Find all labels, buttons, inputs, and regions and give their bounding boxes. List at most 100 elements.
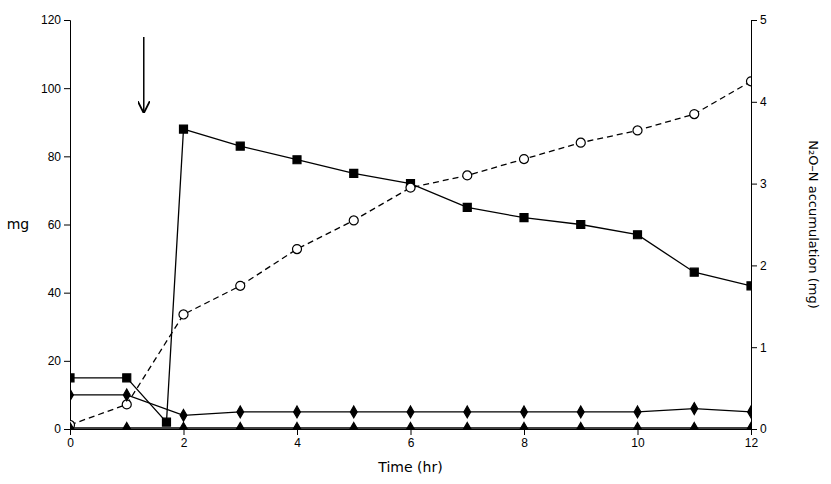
tick: 0 <box>54 422 70 436</box>
tick-label: 60 <box>48 218 62 232</box>
tick: 4 <box>751 95 767 109</box>
tick-mark <box>64 20 70 21</box>
tick-mark <box>64 361 70 362</box>
tick-mark <box>751 347 757 348</box>
tick-mark <box>64 225 70 226</box>
tick-mark <box>751 102 757 103</box>
point <box>746 422 751 429</box>
point <box>349 216 358 225</box>
point <box>180 125 188 133</box>
tick-label: 80 <box>48 150 62 164</box>
point <box>519 155 528 164</box>
y2-axis: 0 1 2 3 4 5 <box>751 13 767 436</box>
tick: 0 <box>67 429 74 450</box>
tick: 100 <box>41 82 70 96</box>
series <box>70 77 751 429</box>
point <box>519 422 529 429</box>
point <box>350 169 358 177</box>
point <box>576 422 586 429</box>
tick: 8 <box>521 429 528 450</box>
point <box>463 203 471 211</box>
point <box>294 406 301 418</box>
point <box>464 406 471 418</box>
point <box>748 406 751 418</box>
point <box>463 171 472 180</box>
point <box>237 406 244 418</box>
tick: 10 <box>631 429 645 450</box>
tick-label: 2 <box>181 436 188 450</box>
point <box>123 374 131 382</box>
tick: 4 <box>294 429 301 450</box>
tick-label: 10 <box>631 436 645 450</box>
tick: 2 <box>751 259 767 273</box>
tick: 3 <box>751 177 767 191</box>
tick-mark <box>184 429 185 435</box>
tick-label: 2 <box>760 259 767 273</box>
tick-label: 4 <box>294 436 301 450</box>
point <box>520 214 528 222</box>
y-axis: 0 20 40 60 80 100 120 <box>41 13 71 436</box>
point <box>292 422 302 429</box>
point <box>576 138 585 147</box>
tick: 5 <box>751 13 767 27</box>
tick-mark <box>751 265 757 266</box>
tick-label: 120 <box>41 13 61 27</box>
tick-label: 4 <box>760 95 767 109</box>
point <box>179 310 188 319</box>
x-axis-title: Time (hr) <box>377 459 442 475</box>
point <box>235 422 245 429</box>
tick-mark <box>64 88 70 89</box>
point <box>406 422 416 429</box>
point <box>179 422 189 429</box>
tick: 1 <box>751 341 767 355</box>
point <box>162 418 170 426</box>
point <box>633 126 642 135</box>
y-axis-title: mg <box>7 216 30 232</box>
tick: 20 <box>48 354 70 368</box>
point <box>746 77 751 86</box>
point <box>123 389 130 401</box>
point <box>236 281 245 290</box>
tick-mark <box>64 156 70 157</box>
tick-mark <box>751 20 757 21</box>
arrow <box>143 37 145 112</box>
point <box>122 422 132 429</box>
tick-label: 1 <box>760 341 767 355</box>
tick: 40 <box>48 286 70 300</box>
tick-mark <box>751 184 757 185</box>
x-axis-line <box>71 430 752 436</box>
point <box>691 403 698 415</box>
tick-label: 20 <box>48 354 62 368</box>
plot-area <box>70 37 751 429</box>
tick: 0 <box>751 422 767 436</box>
point <box>293 156 301 164</box>
point <box>577 221 585 229</box>
tick-mark <box>297 429 298 435</box>
tick-label: 40 <box>48 286 62 300</box>
point <box>634 231 642 239</box>
point <box>406 183 415 192</box>
tick-label: 8 <box>521 436 528 450</box>
point <box>349 422 359 429</box>
tick-label: 0 <box>54 422 61 436</box>
point <box>70 389 73 401</box>
tick-label: 0 <box>67 436 74 450</box>
tick-label: 100 <box>41 82 61 96</box>
tick-label: 12 <box>745 436 759 450</box>
series <box>70 389 751 421</box>
point <box>689 422 699 429</box>
tick-label: 3 <box>760 177 767 191</box>
point <box>236 142 244 150</box>
tick-mark <box>638 429 639 435</box>
series-line <box>70 81 751 425</box>
x-axis: 024681012 <box>67 429 758 450</box>
point <box>70 374 74 382</box>
chart: 024681012020406080100120012345Time (hr)m… <box>0 0 831 484</box>
point <box>292 245 301 254</box>
tick: 2 <box>181 429 188 450</box>
point <box>634 406 641 418</box>
series <box>70 125 751 426</box>
point <box>521 406 528 418</box>
tick-mark <box>64 429 70 430</box>
tick: 12 <box>745 429 759 450</box>
